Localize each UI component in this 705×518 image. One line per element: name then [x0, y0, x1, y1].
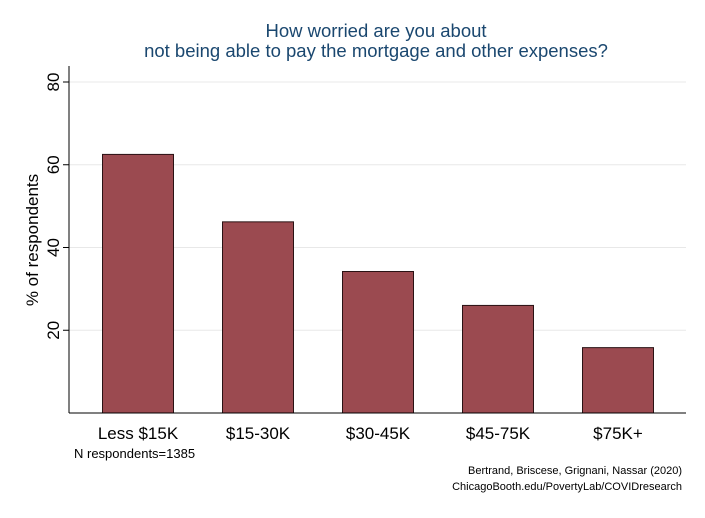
bars — [102, 153, 654, 414]
chart-title-line-1: How worried are you about — [265, 20, 486, 41]
credit-line-2: ChicagoBooth.edu/PovertyLab/COVIDresearc… — [452, 481, 682, 493]
y-tick-label-20: 20 — [44, 321, 63, 340]
y-tick-label-40: 40 — [44, 238, 63, 257]
x-tick-label-2: $30-45K — [346, 424, 411, 443]
axes: 20 40 60 80 Less $15K $15-30K $30-45K $45-75K $7… — [44, 66, 686, 443]
y-tick-label-80: 80 — [44, 73, 63, 92]
bar-2 — [342, 270, 414, 414]
y-axis-title: % of respondents — [23, 174, 42, 306]
x-tick-label-4: $75K+ — [593, 424, 643, 443]
bar-4 — [582, 347, 654, 414]
bar-3 — [462, 304, 534, 414]
x-tick-label-0: Less $15K — [98, 424, 179, 443]
x-tick-label-3: $45-75K — [466, 424, 531, 443]
credit-line-1: Bertrand, Briscese, Grignani, Nassar (20… — [468, 465, 682, 477]
respondents-note: N respondents=1385 — [74, 446, 195, 461]
y-tick-label-60: 60 — [44, 155, 63, 174]
chart-title-line-2: not being able to pay the mortgage and o… — [144, 40, 608, 61]
bar-1 — [222, 221, 294, 414]
x-tick-label-1: $15-30K — [226, 424, 291, 443]
bar-0 — [102, 153, 174, 414]
